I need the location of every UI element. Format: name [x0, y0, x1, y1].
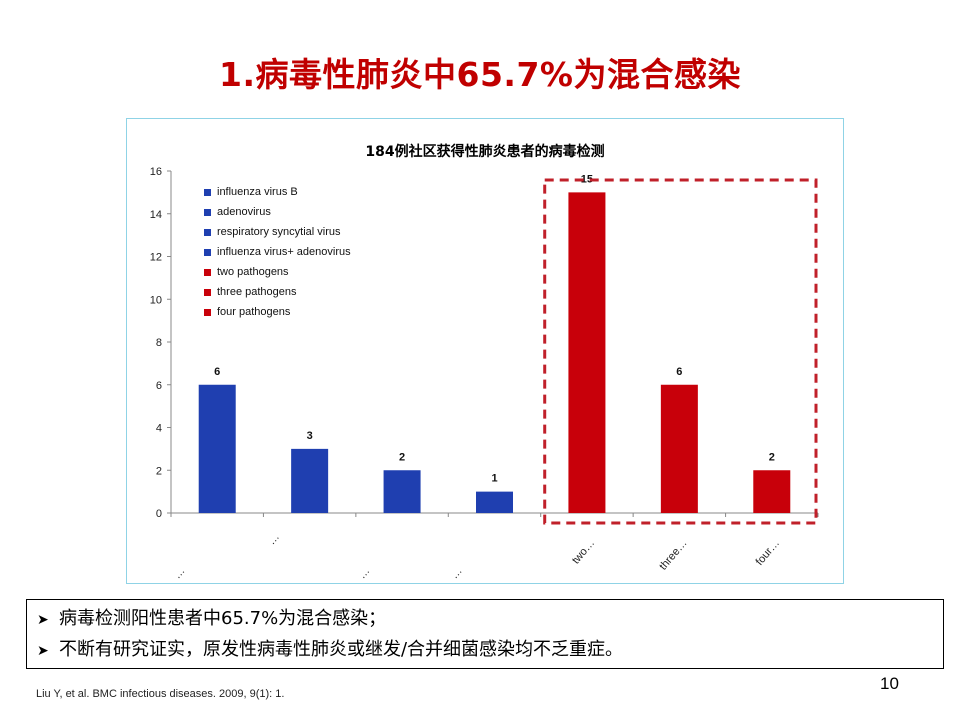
bar [198, 384, 236, 513]
legend-label: respiratory syncytial virus [217, 226, 341, 238]
legend-item: influenza virus B [204, 182, 351, 202]
legend-swatch [204, 228, 211, 236]
legend-swatch [204, 188, 211, 196]
x-tick-label: … [356, 565, 372, 581]
legend-item: adenovirus [204, 202, 351, 222]
legend-label: adenovirus [217, 206, 271, 218]
y-tick-label: 2 [156, 465, 162, 477]
arrow-bullet-icon: ➤ [37, 612, 49, 628]
bar-chart: 0 2 4 6 8 10 12 14 16 6 … 3 … 2 … 1 … 15 two… 6 three… 2 four… [150, 166, 819, 581]
legend-item: four pathogens [204, 302, 351, 322]
legend-swatch [204, 248, 211, 256]
y-tick-label: 4 [156, 423, 162, 435]
data-label: 2 [769, 451, 775, 463]
x-tick-label: four… [754, 537, 782, 568]
data-label: 15 [581, 173, 593, 185]
bar [476, 491, 513, 513]
citation: Liu Y, et al. BMC infectious diseases. 2… [36, 688, 285, 700]
bar [753, 470, 791, 513]
legend-swatch [204, 308, 211, 316]
legend-item: respiratory syncytial virus [204, 222, 351, 242]
x-tick-label: … [171, 565, 187, 581]
bullet-text: 病毒检测阳性患者中65.7%为混合感染； [59, 608, 387, 629]
legend-label: two pathogens [217, 266, 289, 278]
x-tick-label: two… [570, 537, 597, 566]
legend-label: influenza virus+ adenovirus [217, 246, 351, 258]
legend-label: three pathogens [217, 286, 297, 298]
y-tick-label: 16 [150, 166, 162, 178]
page-number: 10 [880, 674, 899, 693]
x-tick-label: three… [657, 537, 689, 572]
data-label: 1 [491, 473, 497, 485]
bar [291, 448, 329, 513]
legend-label: four pathogens [217, 306, 291, 318]
y-tick-label: 12 [150, 252, 162, 264]
data-label: 3 [307, 430, 313, 442]
chart-title: 184例社区获得性肺炎患者的病毒检测 [365, 144, 605, 160]
data-label: 6 [676, 366, 682, 378]
bar [660, 384, 698, 513]
chart-legend: influenza virus B adenovirus respiratory… [204, 182, 351, 322]
x-tick-label: … [449, 565, 465, 581]
bar [383, 470, 421, 513]
x-tick-label: … [266, 531, 282, 547]
bar [568, 192, 606, 513]
data-label: 2 [399, 451, 405, 463]
y-tick-label: 14 [150, 209, 162, 221]
highlight-box [543, 178, 818, 525]
y-tick-label: 8 [156, 337, 162, 349]
summary-box: ➤ 病毒检测阳性患者中65.7%为混合感染； ➤ 不断有研究证实，原发性病毒性肺炎或… [26, 599, 944, 669]
legend-item: two pathogens [204, 262, 351, 282]
legend-swatch [204, 208, 211, 216]
y-tick-label: 10 [150, 294, 162, 306]
slide-title: 1.病毒性肺炎中65.7%为混合感染 [219, 55, 741, 94]
legend-label: influenza virus B [217, 186, 298, 198]
y-tick-label: 6 [156, 380, 162, 392]
legend-swatch [204, 288, 211, 296]
data-label: 6 [214, 366, 220, 378]
arrow-bullet-icon: ➤ [37, 643, 49, 659]
bullet-item: ➤ 病毒检测阳性患者中65.7%为混合感染； [37, 604, 943, 635]
legend-item: three pathogens [204, 282, 351, 302]
bullet-text: 不断有研究证实，原发性病毒性肺炎或继发/合并细菌感染均不乏重症。 [59, 639, 624, 660]
bullet-item: ➤ 不断有研究证实，原发性病毒性肺炎或继发/合并细菌感染均不乏重症。 [37, 635, 943, 666]
legend-item: influenza virus+ adenovirus [204, 242, 351, 262]
legend-swatch [204, 268, 211, 276]
y-tick-label: 0 [156, 508, 162, 520]
